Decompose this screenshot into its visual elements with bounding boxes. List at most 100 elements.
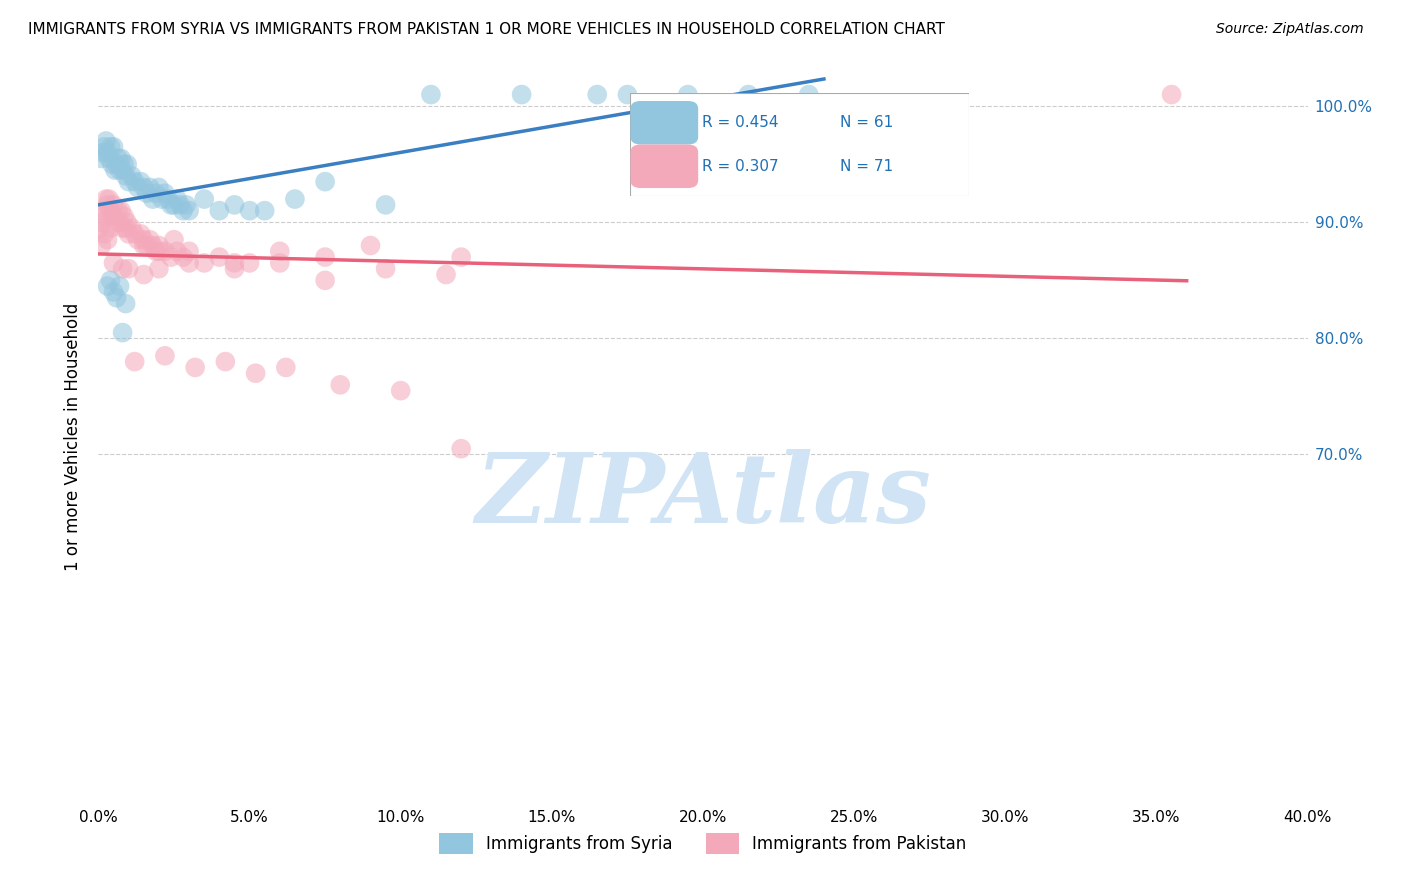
Point xyxy=(148,180,170,194)
Point xyxy=(139,180,162,194)
Point xyxy=(314,250,336,264)
Text: Source: ZipAtlas.com: Source: ZipAtlas.com xyxy=(1216,22,1364,37)
Point xyxy=(105,215,128,229)
Point xyxy=(586,87,609,102)
Y-axis label: 1 or more Vehicles in Household: 1 or more Vehicles in Household xyxy=(65,303,83,571)
Point xyxy=(510,87,533,102)
Point xyxy=(98,192,121,206)
Point xyxy=(132,268,155,282)
Point xyxy=(142,192,165,206)
Point xyxy=(434,268,457,282)
Point xyxy=(737,87,759,102)
Point xyxy=(153,244,176,259)
Point xyxy=(124,175,146,189)
Point xyxy=(145,244,167,259)
Point xyxy=(389,384,412,398)
Point xyxy=(124,354,146,368)
Point xyxy=(111,326,134,340)
Point xyxy=(374,198,396,212)
Point xyxy=(314,273,336,287)
Point xyxy=(100,273,122,287)
Point xyxy=(127,180,149,194)
Point xyxy=(103,140,125,154)
Point xyxy=(124,227,146,241)
Point xyxy=(100,140,122,154)
Point xyxy=(96,198,118,212)
Point xyxy=(172,203,194,218)
Point xyxy=(132,180,155,194)
Point xyxy=(148,261,170,276)
Point xyxy=(374,261,396,276)
Point xyxy=(90,238,112,252)
Point xyxy=(224,198,246,212)
Point xyxy=(104,210,127,224)
Point xyxy=(93,203,115,218)
Point xyxy=(132,233,155,247)
Point xyxy=(150,192,173,206)
Point xyxy=(107,152,129,166)
Point xyxy=(142,238,165,252)
Point xyxy=(94,192,117,206)
Point xyxy=(103,198,125,212)
Point xyxy=(114,169,136,183)
Point xyxy=(118,261,141,276)
Point xyxy=(107,203,129,218)
Point xyxy=(101,157,124,171)
Point xyxy=(253,203,276,218)
Point xyxy=(193,256,215,270)
Point xyxy=(269,244,291,259)
Point xyxy=(450,250,472,264)
Point xyxy=(172,250,194,264)
Point xyxy=(89,221,111,235)
Point xyxy=(110,203,132,218)
Point xyxy=(91,210,114,224)
Point xyxy=(166,244,188,259)
Point xyxy=(797,87,820,102)
Point xyxy=(112,157,135,171)
Point xyxy=(166,192,188,206)
Point xyxy=(148,238,170,252)
Point xyxy=(208,203,231,218)
Point xyxy=(163,233,186,247)
Point xyxy=(179,203,201,218)
Point xyxy=(184,360,207,375)
Point xyxy=(129,175,152,189)
Point xyxy=(314,175,336,189)
Point xyxy=(179,256,201,270)
Point xyxy=(100,221,122,235)
Point xyxy=(179,244,201,259)
Point xyxy=(121,169,143,183)
Point xyxy=(118,227,141,241)
Point xyxy=(111,221,134,235)
Point xyxy=(100,203,122,218)
Point xyxy=(90,152,112,166)
Point xyxy=(239,203,262,218)
Point xyxy=(208,250,231,264)
Point xyxy=(96,279,118,293)
Point xyxy=(127,233,149,247)
Point xyxy=(118,175,141,189)
Point xyxy=(108,279,131,293)
Point xyxy=(174,198,197,212)
Point xyxy=(111,261,134,276)
Point xyxy=(245,366,267,380)
Point xyxy=(105,157,128,171)
Point xyxy=(148,244,170,259)
Point xyxy=(90,215,112,229)
Point xyxy=(1160,87,1182,102)
Point xyxy=(145,186,167,201)
Point xyxy=(103,285,125,299)
Point xyxy=(135,238,157,252)
Point xyxy=(104,163,127,178)
Point xyxy=(135,186,157,201)
Point xyxy=(676,87,699,102)
Point xyxy=(193,192,215,206)
Point xyxy=(94,134,117,148)
Point xyxy=(132,238,155,252)
Point xyxy=(115,215,138,229)
Point xyxy=(224,256,246,270)
Point xyxy=(269,256,291,270)
Point xyxy=(114,296,136,310)
Point xyxy=(139,233,162,247)
Point xyxy=(360,238,382,252)
